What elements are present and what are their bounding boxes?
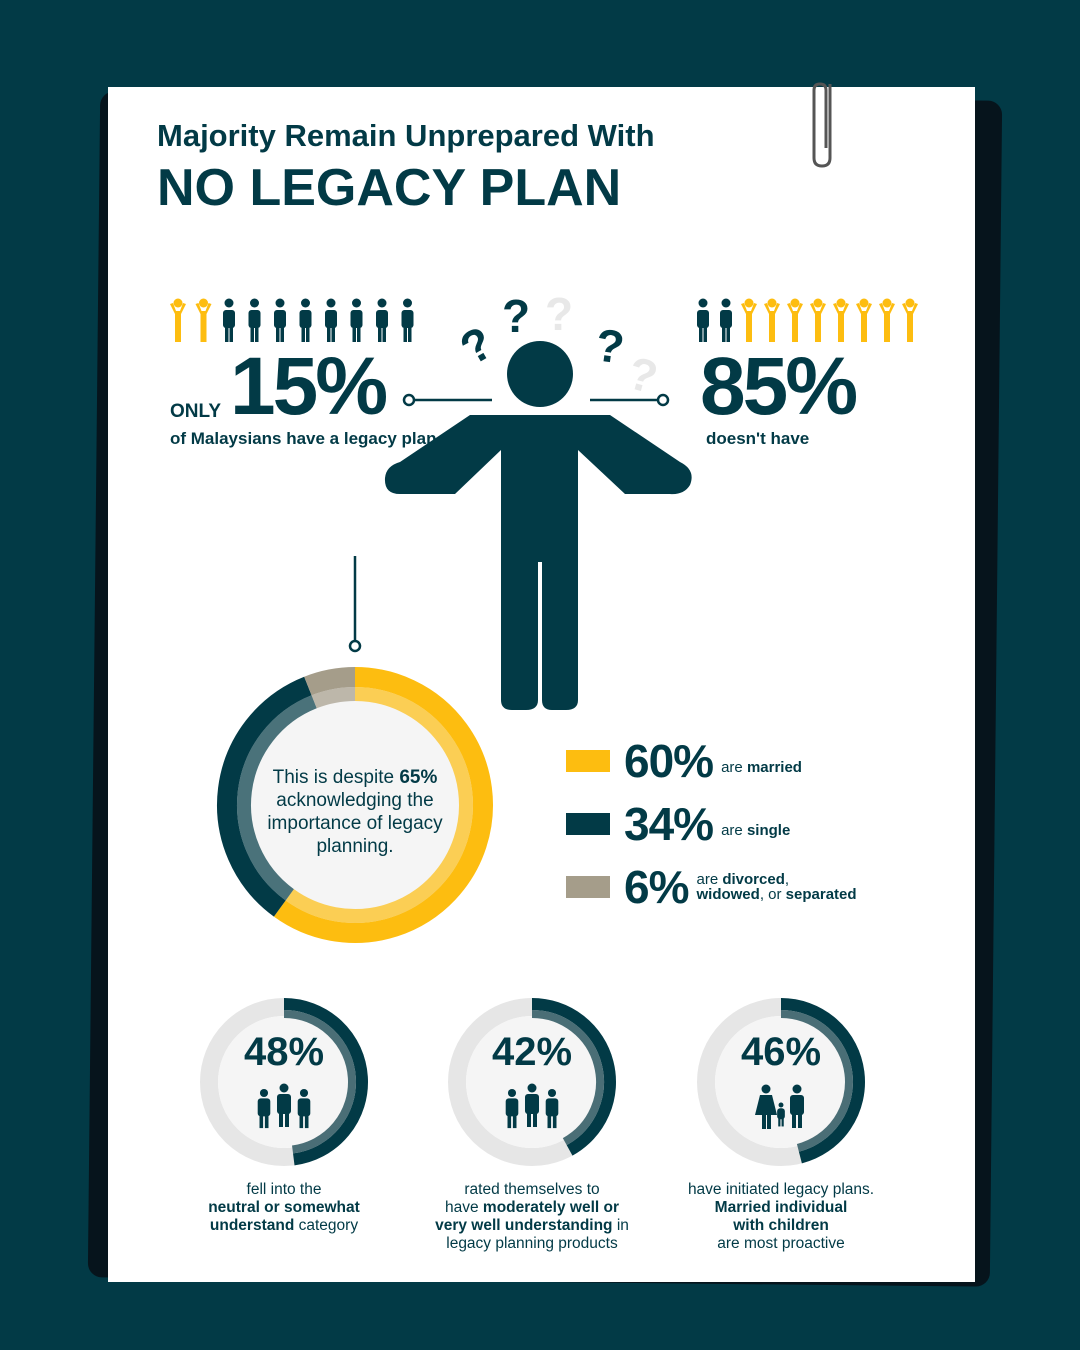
have-label: of Malaysians have a legacy plan [170, 429, 437, 448]
stat-percent: 42% [491, 1030, 573, 1074]
cheering-person-icon [787, 298, 803, 342]
person-icon [350, 298, 363, 342]
stat-percent: 46% [740, 1030, 822, 1074]
cheering-person-icon [879, 298, 895, 342]
legend-swatch [566, 750, 610, 772]
marital-donut-chart [217, 667, 493, 943]
cheering-person-icon [833, 298, 849, 342]
cheering-person-icon [810, 298, 826, 342]
person-icon [325, 298, 337, 342]
svg-text:?: ? [502, 290, 530, 342]
svg-text:?: ? [623, 346, 664, 404]
stat-caption: fell into the neutral or somewhat understa… [208, 1181, 360, 1234]
group-icon [505, 1083, 559, 1129]
cheering-person-icon [856, 298, 872, 342]
legend-married: 60% are married [566, 734, 802, 788]
donut-center-text: This is despite 65% acknowledging the im… [267, 767, 443, 857]
cheering-person-icon [902, 298, 918, 342]
paperclip-icon [812, 82, 832, 168]
donut-slice-single [217, 676, 312, 917]
confused-person-illustration: ? ? ? ? ? [348, 288, 692, 710]
person-icon [720, 298, 732, 342]
donut-inner-slice [311, 687, 356, 709]
legend-swatch [566, 876, 610, 898]
group-icon [257, 1083, 311, 1129]
pictogram [170, 298, 918, 342]
person-icon [299, 298, 312, 342]
donut-inner-slice [237, 695, 317, 901]
cheering-person-icon [195, 298, 212, 342]
stat-percent: 48% [243, 1030, 325, 1074]
donut-inner-slice [285, 687, 473, 923]
cheering-person-icon [764, 298, 780, 342]
ring-value-arc [780, 998, 865, 1164]
person-icon [697, 298, 709, 342]
dont-have-label: doesn't have [706, 429, 810, 448]
stat-caption: have initiated legacy plans. Married indi… [687, 1181, 875, 1252]
stat-caption: rated themselves to have moderately well … [435, 1181, 629, 1252]
person-icon [274, 298, 286, 342]
svg-text:?: ? [451, 316, 501, 375]
ring-value-arc [531, 998, 616, 1156]
cheering-person-icon [741, 298, 757, 342]
ring-center [715, 1016, 847, 1148]
person-icon [376, 298, 388, 342]
donut-slice-married [273, 667, 493, 943]
ring-value-arc [283, 998, 368, 1166]
svg-text:?: ? [592, 318, 627, 373]
legend-single: 34% are single [566, 797, 790, 851]
have-percent: 15% [230, 341, 388, 432]
cheering-person-icon [170, 298, 186, 342]
person-icon [248, 298, 261, 342]
donut-slice-divorced [304, 667, 356, 696]
ring-center [218, 1016, 350, 1148]
ring-inner-arc [780, 1010, 853, 1152]
title-line1: Majority Remain Unprepared With [157, 118, 655, 153]
page-title: NO LEGACY PLAN [157, 159, 622, 217]
donut-center [235, 685, 475, 925]
ring-inner-arc [531, 1010, 604, 1146]
person-icon [223, 298, 235, 342]
only-label: ONLY [170, 401, 222, 422]
legend-swatch [566, 813, 610, 835]
family-icon [755, 1084, 804, 1129]
person-icon [401, 298, 414, 342]
ring-center [466, 1016, 598, 1148]
ring-inner-arc [283, 1010, 356, 1154]
legend-divorced: 6% are divorced, widowed, or separated [566, 860, 857, 914]
stat-rings [200, 998, 865, 1166]
dont-have-percent: 85% [700, 341, 858, 432]
svg-text:?: ? [545, 288, 573, 340]
